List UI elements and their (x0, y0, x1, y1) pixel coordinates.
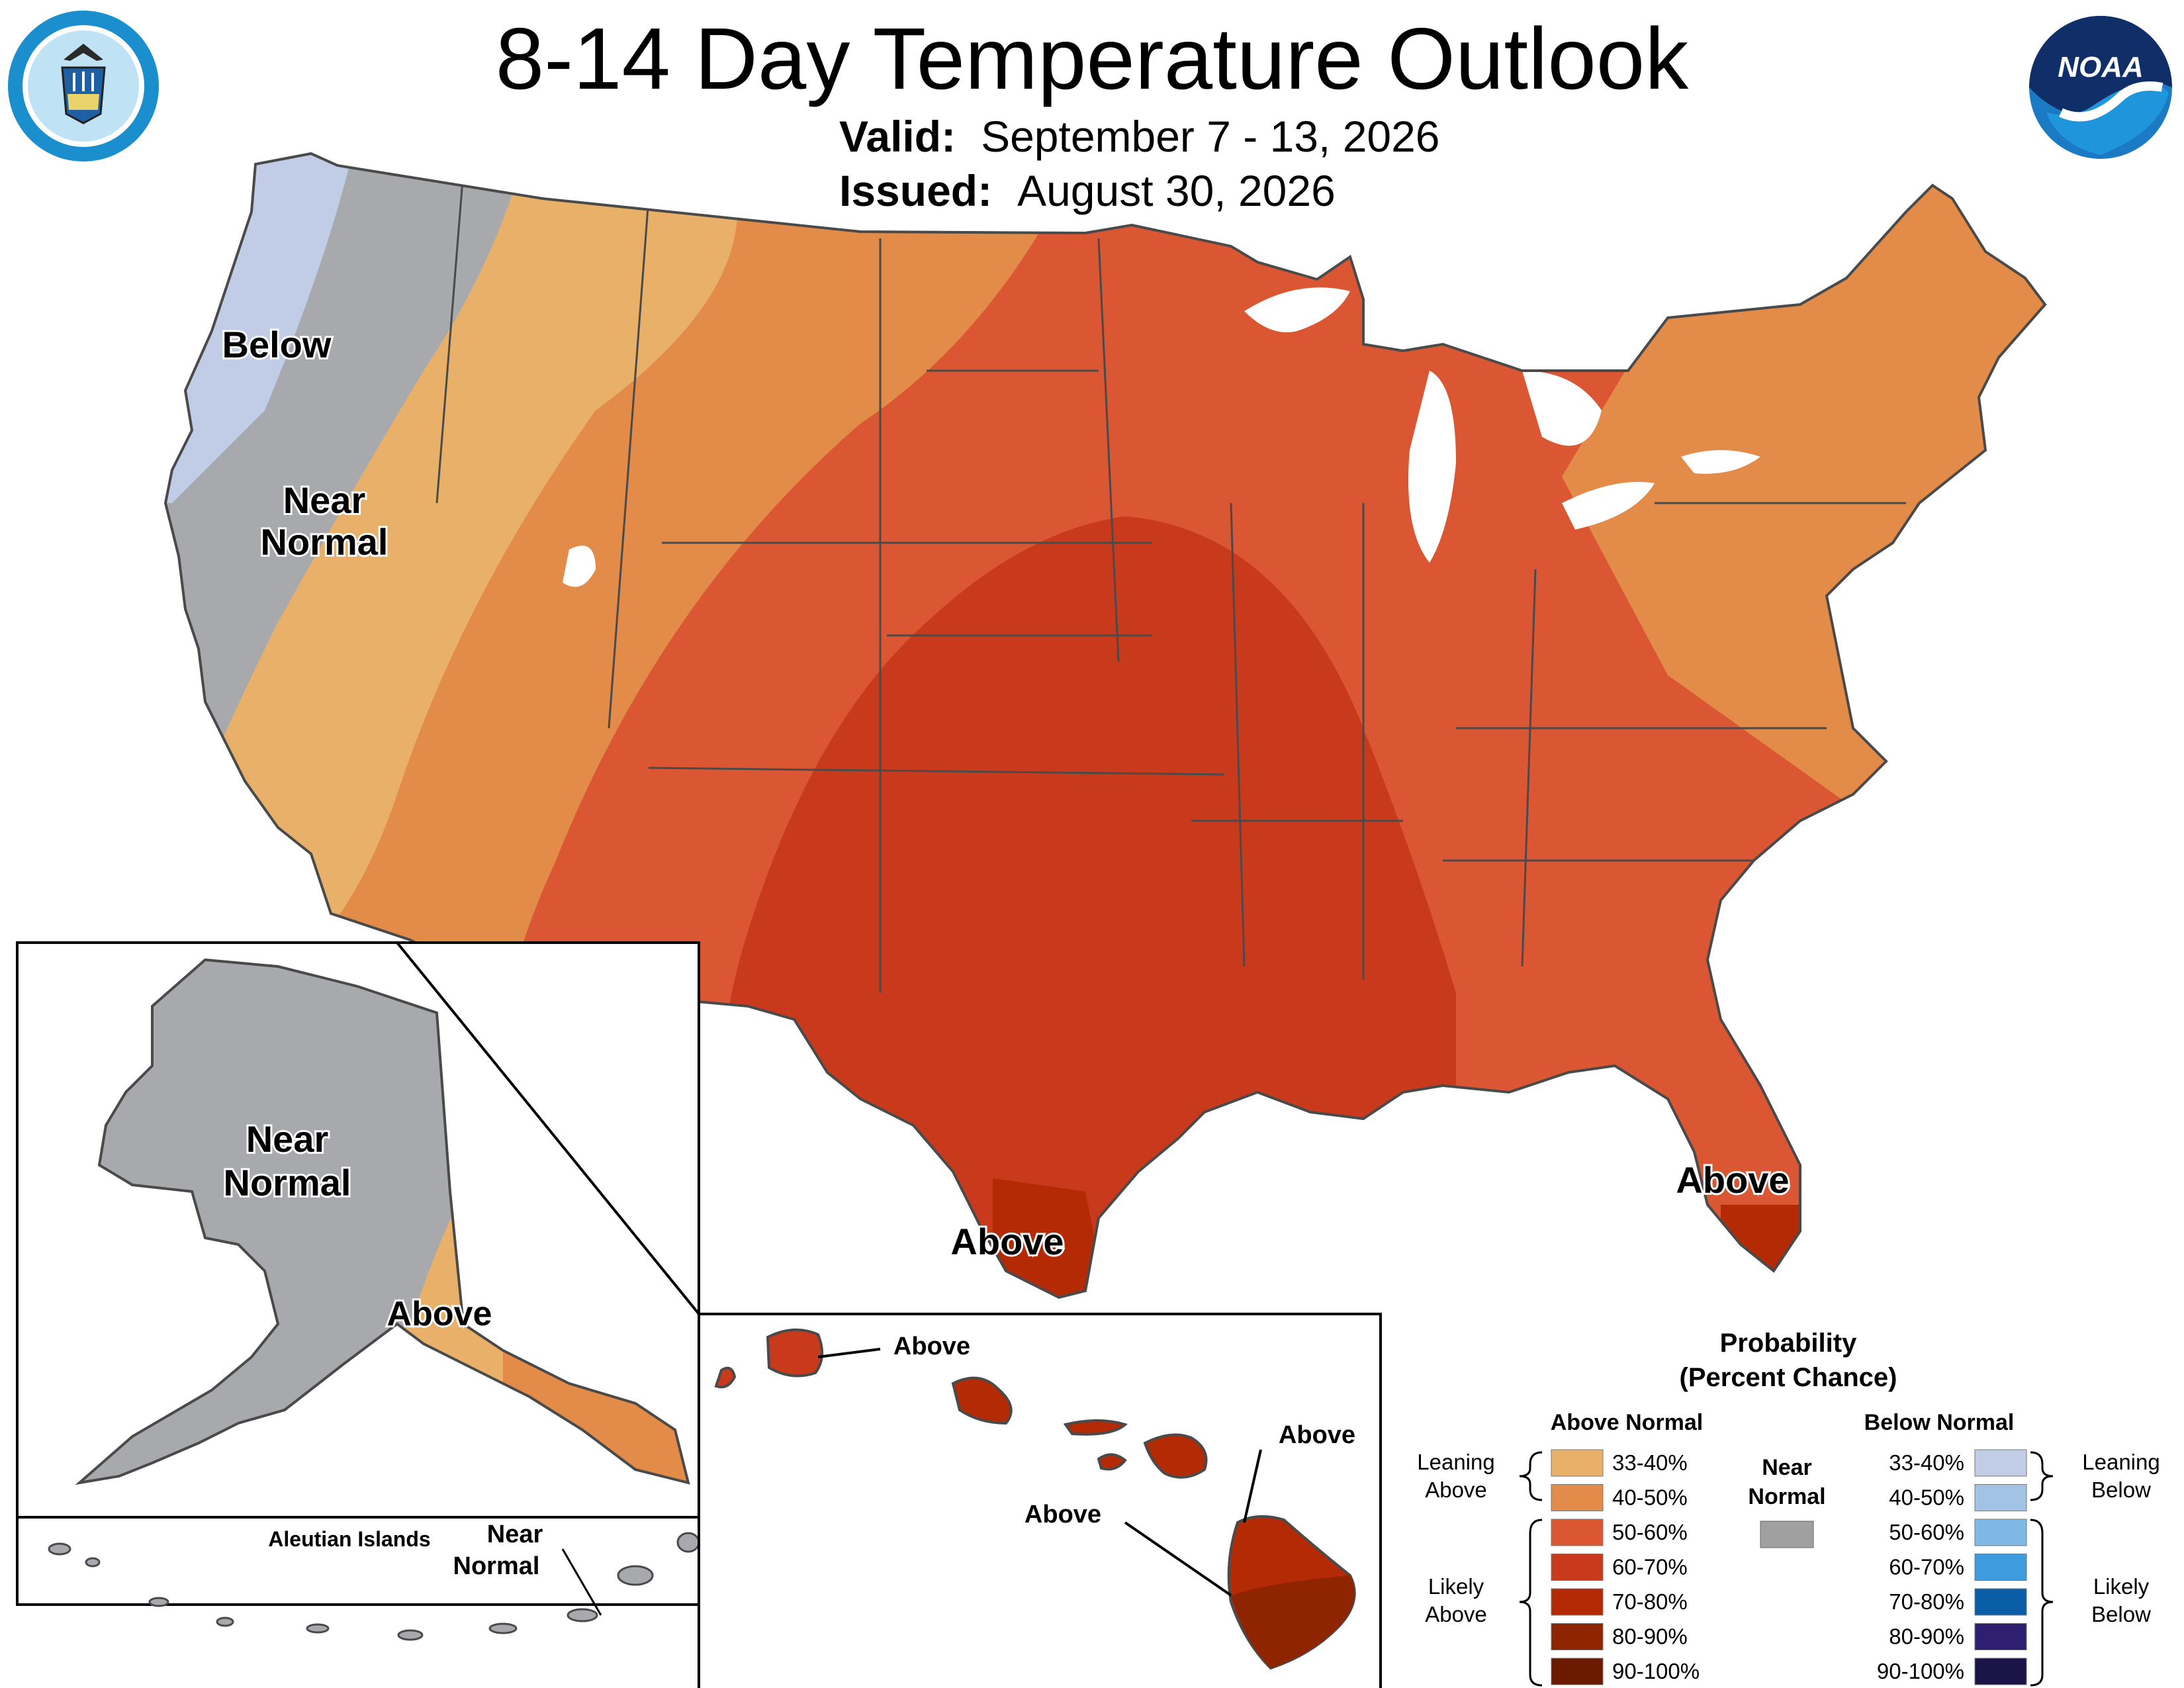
legend-above-range-0: 33-40% (1612, 1450, 1688, 1475)
legend-above-range-6: 90-100% (1612, 1659, 1700, 1683)
lake-erie (1562, 482, 1655, 530)
legend-leaning-below-1: Leaning (2082, 1450, 2160, 1474)
alaska-outline (75, 958, 690, 1485)
noaa-logo-icon: NOAA (2029, 16, 2172, 159)
label-aleutian-near-1: Near (487, 1521, 543, 1548)
legend-likely-above-2: Above (1425, 1602, 1487, 1626)
molokai-island (1063, 1419, 1128, 1436)
legend-above-swatch-2 (1551, 1519, 1604, 1546)
aleutian-leader-line (561, 1548, 602, 1616)
legend-likely-below-1: Likely (2093, 1574, 2150, 1599)
legend-likely-below-2: Below (2091, 1602, 2151, 1626)
legend-near-header-1: Near (1762, 1455, 1812, 1480)
legend-above-swatch-3 (1551, 1554, 1604, 1581)
legend-below-swatch-0 (1974, 1449, 2027, 1477)
legend-above-header: Above Normal (1551, 1410, 1704, 1435)
great-salt-lake (563, 545, 596, 587)
legend-below-header: Below Normal (1864, 1410, 2015, 1435)
label-near-normal-1: Near (283, 479, 366, 521)
big-island-leader-line (1124, 1521, 1232, 1597)
legend-likely-above-1: Likely (1428, 1574, 1484, 1599)
legend-above-rows: 33-40% 40-50% 50-60% 60-70% 70-80% 80-90% 90-1… (1551, 1449, 1700, 1685)
issued-date: August 30, 2026 (1017, 166, 1336, 215)
kauai-island (766, 1328, 823, 1378)
legend-leaning-above-2: Above (1425, 1477, 1487, 1502)
legend-title-2: (Percent Chance) (1680, 1363, 1897, 1392)
lake-ontario (1681, 450, 1760, 474)
label-below: Below (222, 324, 332, 365)
legend-above-range-2: 50-60% (1612, 1520, 1688, 1544)
page-title: 8-14 Day Temperature Outlook (495, 10, 1689, 107)
legend-below-range-4: 70-80% (1889, 1589, 1964, 1614)
doc-seal-icon (8, 11, 159, 162)
legend-below-range-5: 80-90% (1889, 1624, 1964, 1649)
aleutian-islands (48, 1532, 700, 1641)
lake-huron (1522, 371, 1602, 446)
legend-below-swatch-2 (1974, 1519, 2027, 1546)
issued-label: Issued: (839, 166, 993, 215)
legend-below-range-1: 40-50% (1889, 1485, 1964, 1510)
legend-below-swatch-1 (1974, 1484, 2027, 1511)
legend-below-swatch-3 (1974, 1554, 2027, 1581)
lake-michigan (1408, 371, 1456, 563)
label-alaska-near-2: Normal (224, 1162, 351, 1203)
maui-island (1143, 1433, 1208, 1479)
legend-above-range-3: 60-70% (1612, 1555, 1688, 1579)
kauai-leader-line (817, 1348, 881, 1358)
legend-title-1: Probability (1720, 1329, 1857, 1358)
legend-below-range-6: 90-100% (1877, 1659, 1964, 1683)
legend-below-swatch-5 (1974, 1623, 2027, 1650)
legend-above-swatch-0 (1551, 1449, 1604, 1477)
legend-above-range-4: 70-80% (1612, 1589, 1688, 1614)
legend-above-range-5: 80-90% (1612, 1624, 1688, 1649)
label-above-florida: Above (1676, 1159, 1789, 1201)
lake-superior (1244, 287, 1350, 332)
valid-line: Valid: September 7 - 13, 2026 (839, 111, 1440, 162)
legend-above-swatch-6 (1551, 1658, 1604, 1685)
legend-near-swatch (1760, 1521, 1814, 1548)
issued-line: Issued: August 30, 2026 (839, 165, 1336, 216)
legend-below-range-2: 50-60% (1889, 1520, 1964, 1544)
legend-above-swatch-1 (1551, 1484, 1604, 1511)
label-hawaii-above-kauai: Above (893, 1333, 970, 1360)
label-hawaii-above-maui: Above (1279, 1421, 1355, 1449)
bracket-leaning-below (2030, 1451, 2054, 1501)
bracket-likely-above (1519, 1519, 1543, 1687)
label-alaska-above: Above (387, 1295, 492, 1333)
legend: Probability (Percent Chance) Above Norma… (1417, 1329, 2160, 1687)
label-near-normal-2: Normal (261, 521, 388, 563)
legend-below-swatch-6 (1974, 1658, 2027, 1685)
legend-above-swatch-5 (1551, 1623, 1604, 1650)
legend-below-range-0: 33-40% (1889, 1450, 1964, 1475)
legend-below-range-3: 60-70% (1889, 1555, 1964, 1579)
label-above-texas: Above (950, 1221, 1064, 1262)
legend-near-header-2: Normal (1748, 1484, 1825, 1509)
big-island-80-90-zone (1231, 1575, 1355, 1668)
noaa-logo-text: NOAA (2058, 51, 2144, 83)
hawaii-map (714, 1328, 1356, 1670)
valid-label: Valid: (839, 112, 956, 161)
niihau-island (714, 1366, 737, 1389)
legend-below-rows: 33-40% 40-50% 50-60% 60-70% 70-80% 80-90% 90-1… (1877, 1449, 2027, 1685)
conus-outline (163, 152, 2047, 1299)
oahu-island (951, 1376, 1013, 1425)
label-aleutian-title: Aleutian Islands (268, 1527, 430, 1551)
bracket-leaning-above (1519, 1451, 1543, 1501)
label-hawaii-above-big: Above (1024, 1501, 1101, 1528)
legend-leaning-below-2: Below (2091, 1477, 2151, 1502)
legend-above-swatch-4 (1551, 1588, 1604, 1616)
valid-dates: September 7 - 13, 2026 (981, 112, 1440, 161)
legend-leaning-above-1: Leaning (1417, 1450, 1494, 1474)
legend-above-range-1: 40-50% (1612, 1485, 1688, 1510)
maui-leader-line (1243, 1449, 1262, 1523)
label-aleutian-near-2: Normal (453, 1552, 540, 1580)
lanai-island (1097, 1453, 1127, 1471)
label-alaska-near-1: Near (246, 1118, 329, 1160)
alaska-callout-line (396, 941, 700, 1315)
hawaii-inset-frame (698, 1313, 1382, 1688)
bracket-likely-below (2030, 1519, 2054, 1687)
legend-below-swatch-4 (1974, 1588, 2027, 1616)
